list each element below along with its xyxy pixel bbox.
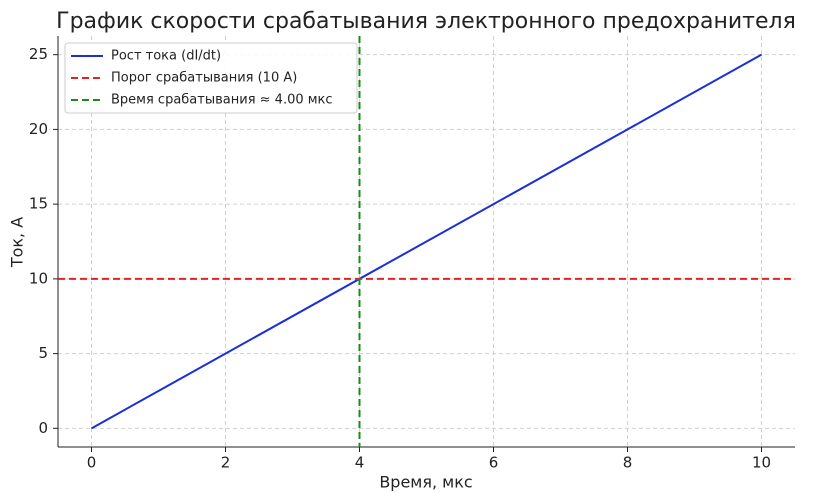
y-tick-label: 10 [29,269,48,287]
legend-label: Порог срабатывания (10 A) [111,71,297,86]
x-tick-label: 2 [221,454,231,472]
y-axis-label: Ток, А [8,217,27,268]
y-tick-label: 20 [29,120,48,138]
x-tick-label: 0 [87,454,97,472]
x-tick-label: 8 [623,454,633,472]
x-tick-label: 6 [489,454,499,472]
x-tick-label: 10 [752,454,771,472]
legend-label: Рост тока (dI/dt) [111,49,221,64]
y-tick-label: 25 [29,45,48,63]
y-tick-label: 0 [38,419,48,437]
legend-label: Время срабатывания ≈ 4.00 мкс [111,93,333,108]
chart-title: График скорости срабатывания электронног… [56,9,796,34]
y-tick-label: 5 [38,344,48,362]
x-axis-label: Время, мкс [379,473,472,492]
legend-box [64,42,358,114]
x-tick-label: 4 [355,454,365,472]
y-tick-label: 15 [29,195,48,213]
data-line [91,53,762,430]
